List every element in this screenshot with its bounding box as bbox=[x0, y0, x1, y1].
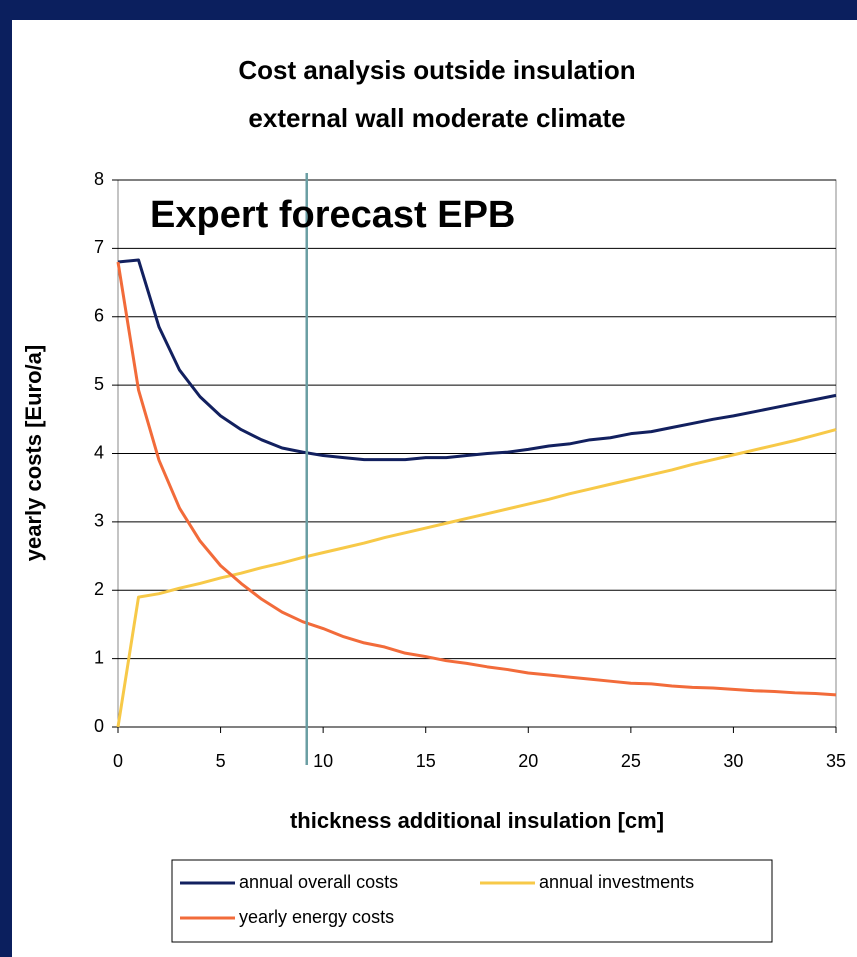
y-tick-label: 5 bbox=[94, 374, 104, 394]
y-tick-label: 0 bbox=[94, 716, 104, 736]
panel bbox=[12, 20, 857, 957]
x-tick-label: 0 bbox=[113, 751, 123, 771]
y-tick-label: 8 bbox=[94, 169, 104, 189]
y-tick-label: 1 bbox=[94, 647, 104, 667]
x-tick-label: 35 bbox=[826, 751, 846, 771]
y-tick-label: 7 bbox=[94, 237, 104, 257]
series-line bbox=[117, 258, 837, 462]
x-axis-label: thickness additional insulation [cm] bbox=[290, 808, 664, 833]
series-line bbox=[116, 261, 837, 697]
x-tick-label: 30 bbox=[723, 751, 743, 771]
x-tick-label: 20 bbox=[518, 751, 538, 771]
x-tick-label: 10 bbox=[313, 751, 333, 771]
legend-label: yearly energy costs bbox=[239, 907, 394, 927]
y-tick-label: 6 bbox=[94, 306, 104, 326]
x-tick-label: 25 bbox=[621, 751, 641, 771]
y-axis-label: yearly costs [Euro/a] bbox=[21, 345, 46, 561]
y-tick-label: 3 bbox=[94, 511, 104, 531]
legend-label: annual investments bbox=[539, 872, 694, 892]
legend-label: annual overall costs bbox=[239, 872, 398, 892]
chart-title: Cost analysis outside insulation bbox=[238, 55, 635, 85]
y-tick-label: 4 bbox=[94, 442, 104, 462]
x-tick-label: 15 bbox=[416, 751, 436, 771]
legend-box bbox=[171, 859, 773, 943]
y-tick-label: 2 bbox=[94, 579, 104, 599]
chart-title: external wall moderate climate bbox=[248, 103, 625, 133]
x-tick-label: 5 bbox=[216, 751, 226, 771]
series-line bbox=[116, 428, 837, 728]
annotation-text: Expert forecast EPB bbox=[150, 194, 515, 236]
